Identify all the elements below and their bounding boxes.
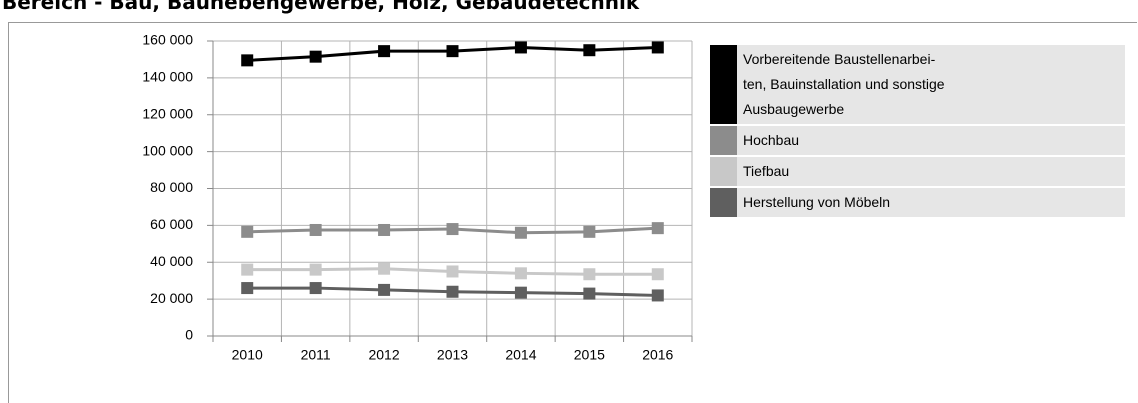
legend-swatch xyxy=(710,157,737,186)
marker xyxy=(309,282,322,295)
marker xyxy=(514,41,527,54)
x-tick-label: 2016 xyxy=(642,347,673,363)
legend-entry: Tiefbau xyxy=(710,157,1125,186)
legend-swatch xyxy=(710,188,737,217)
legend-swatch xyxy=(710,126,737,155)
marker xyxy=(651,289,664,302)
marker xyxy=(378,283,391,296)
marker xyxy=(651,268,664,281)
legend-swatch xyxy=(710,45,737,124)
x-tick-label: 2015 xyxy=(574,347,605,363)
marker xyxy=(309,223,322,236)
marker xyxy=(446,45,459,58)
x-tick-label: 2014 xyxy=(505,347,536,363)
marker xyxy=(651,41,664,54)
y-tick-label: 140 000 xyxy=(142,69,193,85)
chart-frame xyxy=(8,22,1137,403)
legend-label: Tiefbau xyxy=(743,163,790,179)
legend-entry: Herstellung von Möbeln xyxy=(710,188,1125,217)
legend-entry: Hochbau xyxy=(710,126,1125,155)
marker xyxy=(651,222,664,235)
marker xyxy=(241,54,254,67)
y-tick-label: 100 000 xyxy=(142,142,193,158)
marker xyxy=(378,223,391,236)
legend-label: Herstellung von Möbeln xyxy=(743,194,891,210)
marker xyxy=(583,44,596,57)
x-tick-label: 2012 xyxy=(368,347,399,363)
marker xyxy=(583,287,596,300)
y-tick-label: 160 000 xyxy=(142,32,193,48)
marker xyxy=(583,225,596,238)
legend-entry: Vorbereitende Baustellenarbei- ten, Baui… xyxy=(710,45,1125,124)
y-tick-label: 20 000 xyxy=(150,290,193,306)
legend: Vorbereitende Baustellenarbei- ten, Baui… xyxy=(710,45,1125,219)
legend-label: Vorbereitende Baustellenarbei- ten, Baui… xyxy=(743,51,945,117)
x-tick-label: 2010 xyxy=(232,347,263,363)
marker xyxy=(241,263,254,276)
x-tick-label: 2013 xyxy=(437,347,468,363)
marker xyxy=(446,223,459,236)
y-tick-label: 0 xyxy=(185,327,193,343)
chart-title: Bereich - Bau, Baunebengewerbe, Holz, Ge… xyxy=(2,0,640,14)
marker xyxy=(514,267,527,280)
marker xyxy=(446,265,459,278)
marker xyxy=(241,225,254,238)
marker xyxy=(514,226,527,239)
marker xyxy=(514,286,527,299)
marker xyxy=(378,45,391,58)
y-tick-label: 80 000 xyxy=(150,179,193,195)
y-tick-label: 60 000 xyxy=(150,216,193,232)
legend-label: Hochbau xyxy=(743,132,800,148)
x-tick-label: 2011 xyxy=(301,347,331,363)
marker xyxy=(583,268,596,281)
marker xyxy=(309,263,322,276)
marker xyxy=(378,262,391,275)
marker xyxy=(241,282,254,295)
y-tick-label: 40 000 xyxy=(150,253,193,269)
marker xyxy=(446,285,459,298)
marker xyxy=(309,50,322,63)
y-tick-label: 120 000 xyxy=(142,105,193,121)
